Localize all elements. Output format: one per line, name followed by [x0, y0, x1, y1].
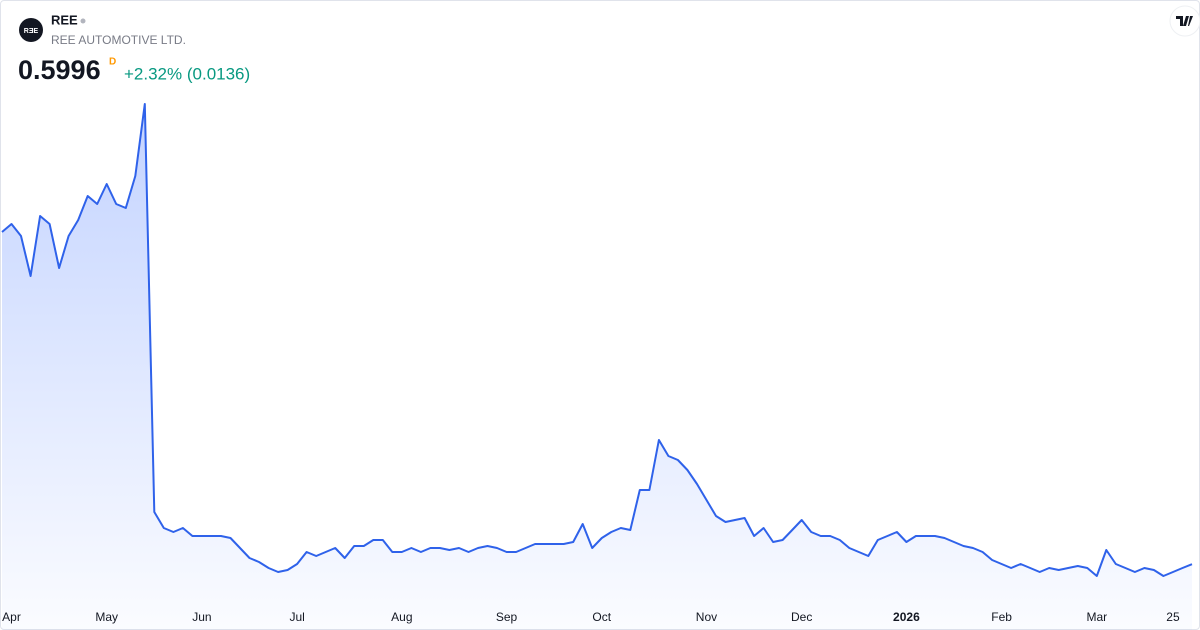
x-tick-label: Oct	[592, 610, 611, 624]
x-tick-label: Jul	[289, 610, 304, 624]
price: 0.5996	[18, 55, 101, 85]
plot-area	[1, 103, 1193, 630]
price-line	[1, 103, 1193, 577]
logo	[19, 18, 43, 42]
logo-text: RƎE	[24, 28, 39, 35]
x-tick-label: Sep	[496, 610, 518, 624]
x-tick-label: Aug	[391, 610, 412, 624]
status-dot	[80, 18, 86, 24]
x-tick-label: Mar	[1086, 610, 1107, 624]
area-fill	[2, 104, 1192, 630]
price-change: +2.32% (0.0136)	[124, 64, 250, 83]
company-name: REE AUTOMOTIVE LTD.	[51, 33, 186, 47]
tradingview-logo[interactable]	[1169, 5, 1200, 37]
x-tick-label: Dec	[791, 610, 812, 624]
x-tick-label: Nov	[696, 610, 717, 624]
period: D	[109, 57, 116, 68]
symbol: REE	[51, 12, 78, 27]
x-tick-label: 25	[1166, 610, 1180, 624]
x-tick-label: May	[95, 610, 118, 624]
x-tick-label: Jun	[192, 610, 211, 624]
x-tick-label: Apr	[2, 610, 21, 624]
x-tick-label: Feb	[991, 610, 1012, 624]
x-tick-label: 2026	[893, 610, 920, 624]
